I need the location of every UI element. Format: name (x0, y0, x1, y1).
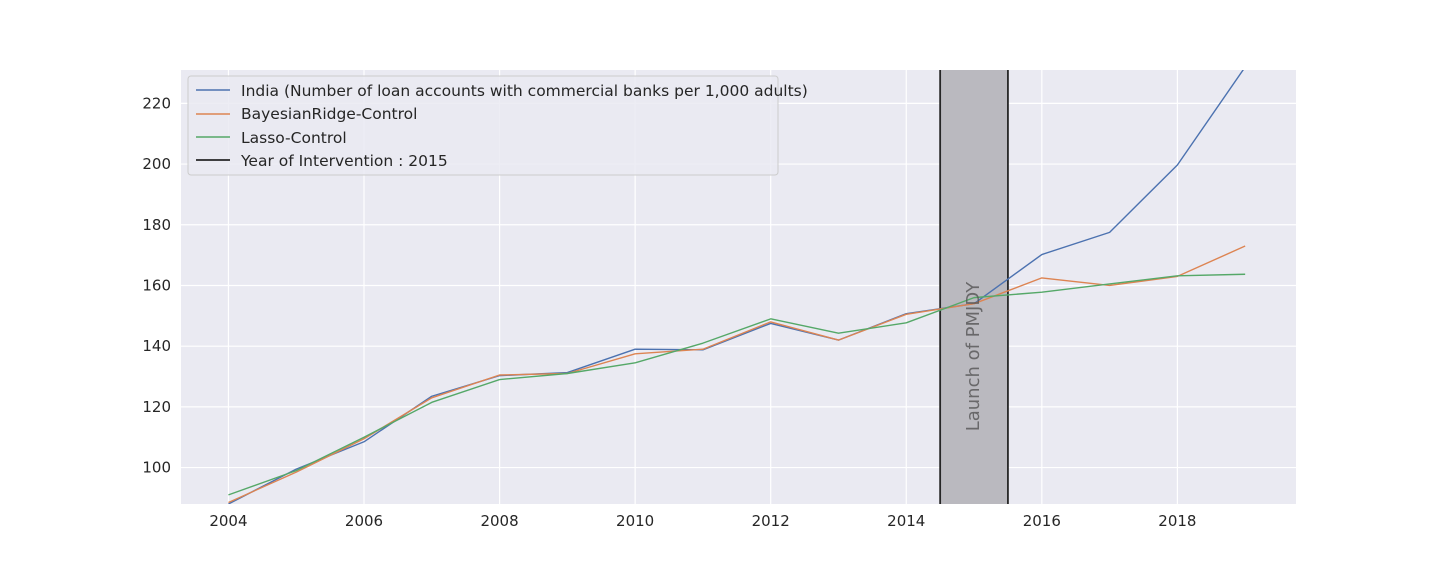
legend-label-intervention: Year of Intervention : 2015 (240, 152, 448, 170)
x-tick-label: 2018 (1158, 512, 1196, 530)
x-tick-label: 2004 (209, 512, 247, 530)
legend: India (Number of loan accounts with comm… (187, 75, 808, 176)
series-line-2 (228, 273, 1246, 496)
intervention-annotation: Launch of PMJDY (963, 281, 984, 432)
y-tick-label: 120 (142, 398, 171, 416)
legend-label-india: India (Number of loan accounts with comm… (241, 82, 808, 100)
x-tick-label: 2012 (752, 512, 790, 530)
y-axis-ticks: 100 120 140 160 180 200 220 (142, 94, 171, 476)
y-tick-label: 160 (142, 276, 171, 294)
x-tick-label: 2008 (480, 512, 518, 530)
y-tick-label: 220 (142, 94, 171, 112)
series-lines (228, 70, 1246, 504)
x-axis-ticks: 2004 2006 2008 2010 2012 2014 2016 2018 (209, 512, 1196, 530)
legend-box (187, 75, 779, 176)
x-tick-label: 2010 (616, 512, 654, 530)
x-tick-label: 2006 (345, 512, 383, 530)
legend-label-lasso: Lasso-Control (241, 129, 347, 147)
y-tick-label: 100 (142, 459, 171, 477)
y-tick-label: 200 (142, 155, 171, 173)
x-tick-label: 2016 (1023, 512, 1061, 530)
y-tick-label: 180 (142, 216, 171, 234)
x-tick-label: 2014 (887, 512, 925, 530)
annotation: Launch of PMJDY (963, 281, 984, 432)
y-tick-label: 140 (142, 337, 171, 355)
legend-label-bayesianridge: BayesianRidge-Control (241, 105, 417, 123)
series-line-1 (228, 245, 1246, 504)
